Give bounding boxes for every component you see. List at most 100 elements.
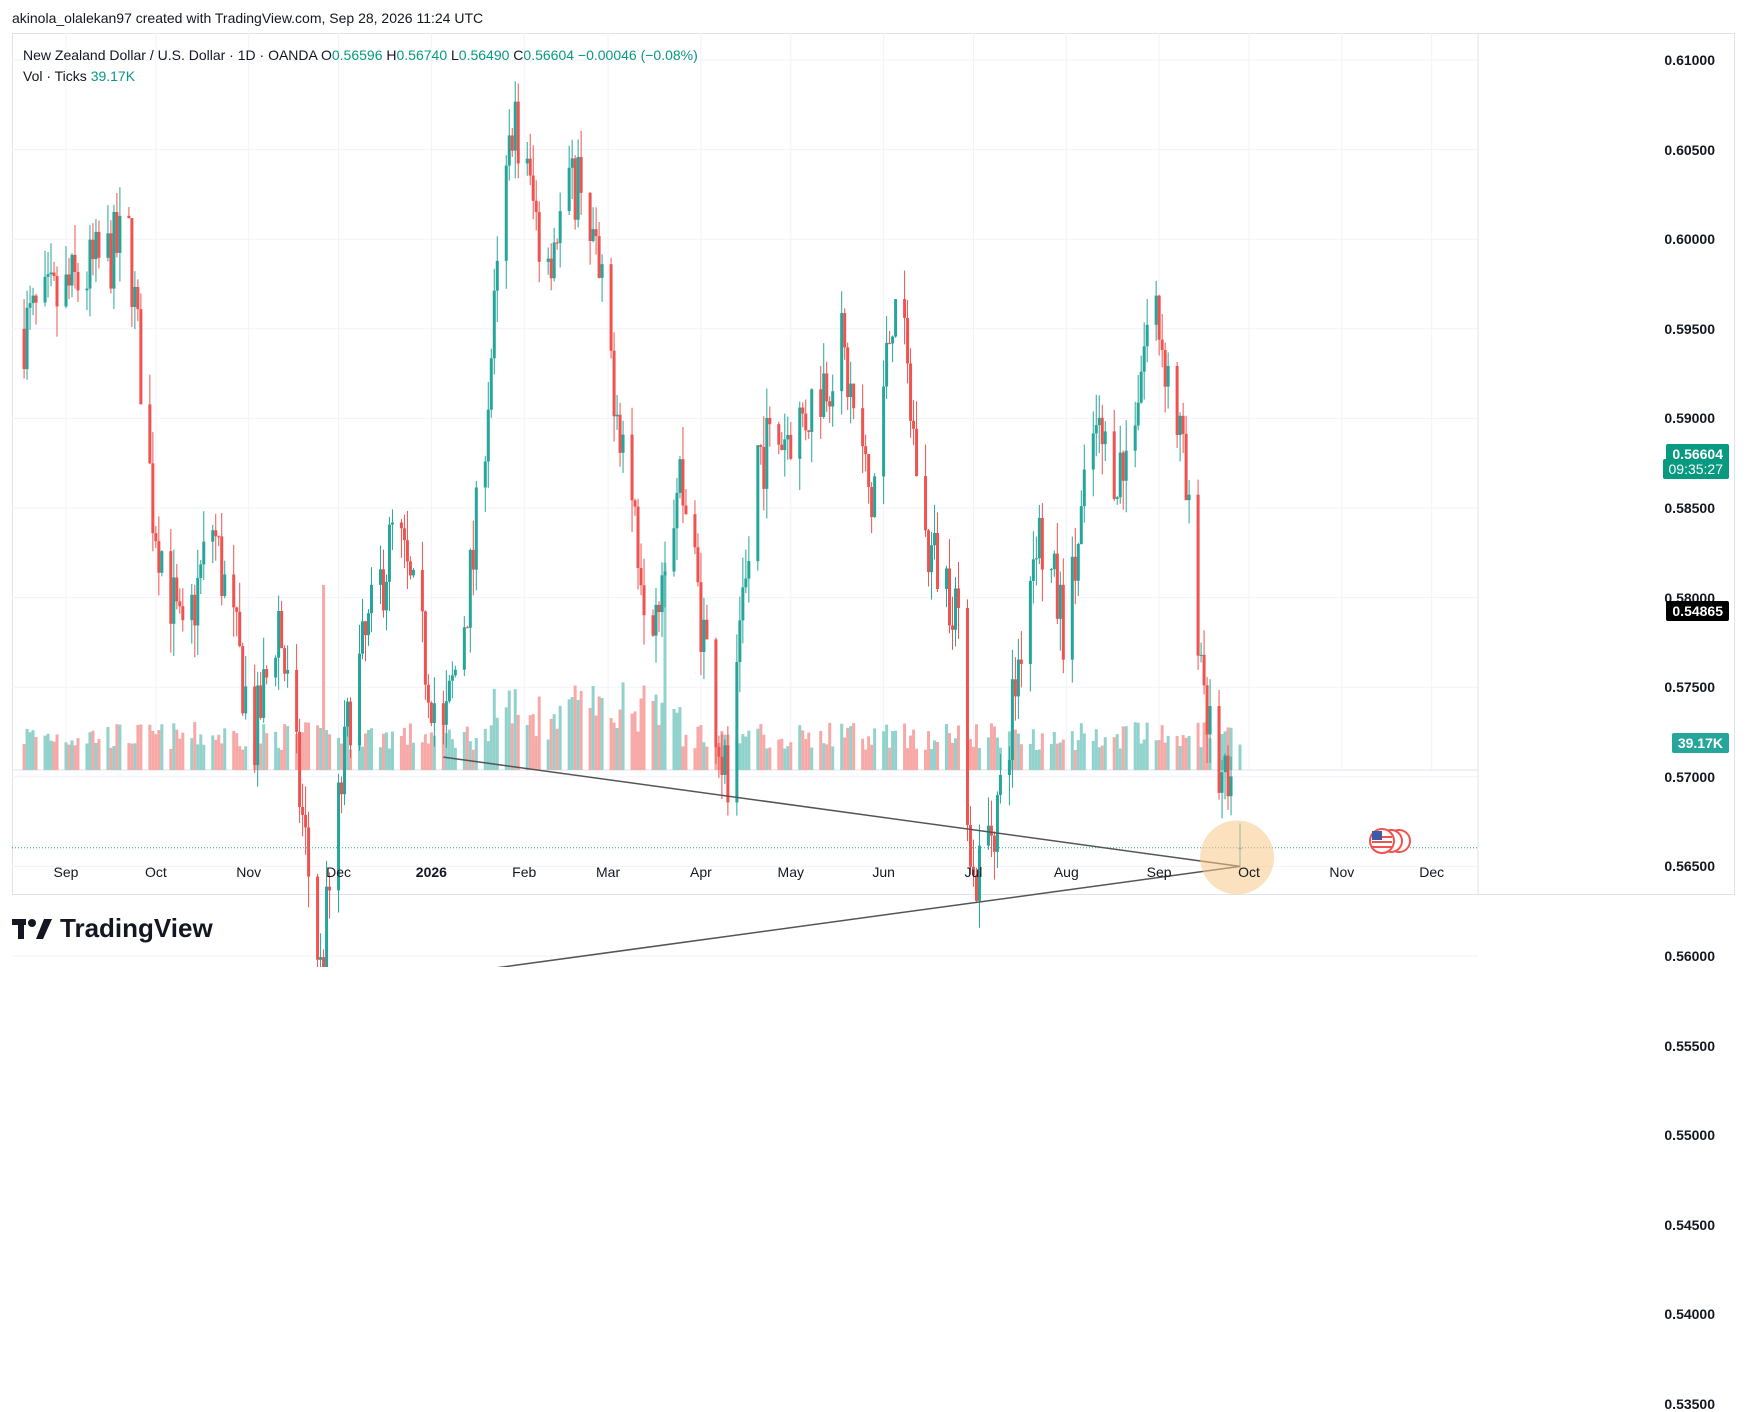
candle-body (819, 389, 823, 417)
candle-body (1163, 349, 1167, 387)
volume-bar (974, 724, 978, 770)
volume-bar (693, 748, 697, 770)
volume-bar (468, 741, 472, 770)
volume-bar (1040, 733, 1044, 770)
volume-bar (930, 748, 934, 770)
candle-body (423, 611, 427, 685)
volume-bar (1136, 722, 1140, 770)
candle-body (1082, 469, 1086, 507)
candle-body (118, 215, 122, 253)
volume-bar (663, 562, 667, 770)
volume-bar (597, 696, 601, 770)
volume-bar (304, 722, 308, 770)
volume-bar (301, 732, 305, 770)
price-chart[interactable] (0, 0, 1747, 967)
candle-body (43, 276, 47, 303)
volume-bar (34, 736, 38, 770)
candle-body (157, 541, 161, 573)
candle-body (360, 621, 364, 654)
volume-bar (1121, 726, 1125, 770)
candle-body (945, 568, 949, 590)
volume-bar (1034, 749, 1038, 770)
volume-bar (148, 724, 152, 770)
volume-bar (681, 746, 685, 770)
tradingview-logo[interactable]: TradingView (12, 913, 213, 944)
us-flag-icon[interactable] (1369, 827, 1411, 855)
candle-body (223, 574, 227, 596)
volume-bar (1181, 735, 1185, 770)
candle-body (510, 135, 514, 151)
time-tick-label: Oct (144, 864, 167, 880)
candle-body (1220, 772, 1224, 793)
volume-bar (1223, 731, 1227, 770)
candle-body (825, 373, 829, 402)
volume-bar (358, 744, 362, 770)
candle-body (193, 594, 197, 626)
volume-bar (531, 714, 535, 770)
candle-body (525, 158, 529, 164)
candle-body (64, 274, 68, 307)
close-label: C (513, 47, 524, 63)
volume-bar (945, 724, 949, 770)
volume-bar (552, 714, 556, 770)
volume-bar (486, 741, 490, 770)
candle-body (723, 745, 727, 775)
candle-body (426, 684, 430, 703)
volume-value: 39.17K (90, 68, 136, 84)
candle-body (804, 413, 808, 431)
candle-body (672, 528, 676, 572)
candle-body (214, 530, 218, 537)
candle-body (654, 604, 658, 636)
candle-body (22, 328, 26, 370)
candle-body (660, 575, 664, 613)
candle-body (1160, 339, 1164, 350)
volume-bar (337, 737, 341, 770)
candle-body (1013, 679, 1017, 697)
candle-body (1070, 556, 1074, 660)
candle-body (277, 610, 281, 658)
candle-body (1217, 706, 1221, 793)
candle-body (873, 476, 877, 518)
candle-body (244, 686, 248, 714)
volume-bar (450, 739, 454, 770)
candle-body (843, 313, 847, 348)
volume-bar (756, 728, 760, 770)
volume-bar (31, 730, 35, 770)
candle-body (471, 549, 475, 570)
volume-bar (139, 724, 143, 770)
candle-body (618, 414, 622, 453)
volume-bars (22, 562, 1242, 770)
candle-body (259, 685, 263, 718)
low-label: L (451, 47, 459, 63)
candle-body (1118, 452, 1122, 498)
candle-body (486, 409, 490, 462)
candle-body (1058, 584, 1062, 619)
volume-label[interactable]: Vol · Ticks (23, 68, 87, 84)
candle-body (777, 424, 781, 445)
volume-bar (28, 732, 32, 770)
volume-bar (777, 739, 781, 770)
time-tick-label: 2026 (415, 864, 447, 880)
volume-bar (420, 742, 424, 770)
symbol-title[interactable]: New Zealand Dollar / U.S. Dollar · 1D · … (23, 47, 318, 63)
candle-body (295, 669, 299, 732)
candle-body (489, 358, 493, 410)
price-tick-label: 0.57000 (1664, 768, 1715, 785)
candle-body (384, 581, 388, 611)
volume-bar (780, 738, 784, 770)
volume-bar (76, 738, 80, 770)
price-tick-label: 0.56500 (1664, 858, 1715, 875)
candle-body (675, 492, 679, 529)
candle-body (915, 428, 919, 477)
volume-bar (654, 694, 658, 770)
candle-body (91, 239, 95, 260)
volume-bar (600, 698, 604, 770)
candle-body (744, 578, 748, 588)
candle-body (265, 669, 269, 678)
price-tick-label: 0.59000 (1664, 410, 1715, 427)
volume-bar (573, 685, 577, 770)
volume-bar (744, 736, 748, 770)
volume-bar (846, 727, 850, 770)
candle-body (46, 274, 50, 277)
volume-bar (130, 743, 134, 770)
